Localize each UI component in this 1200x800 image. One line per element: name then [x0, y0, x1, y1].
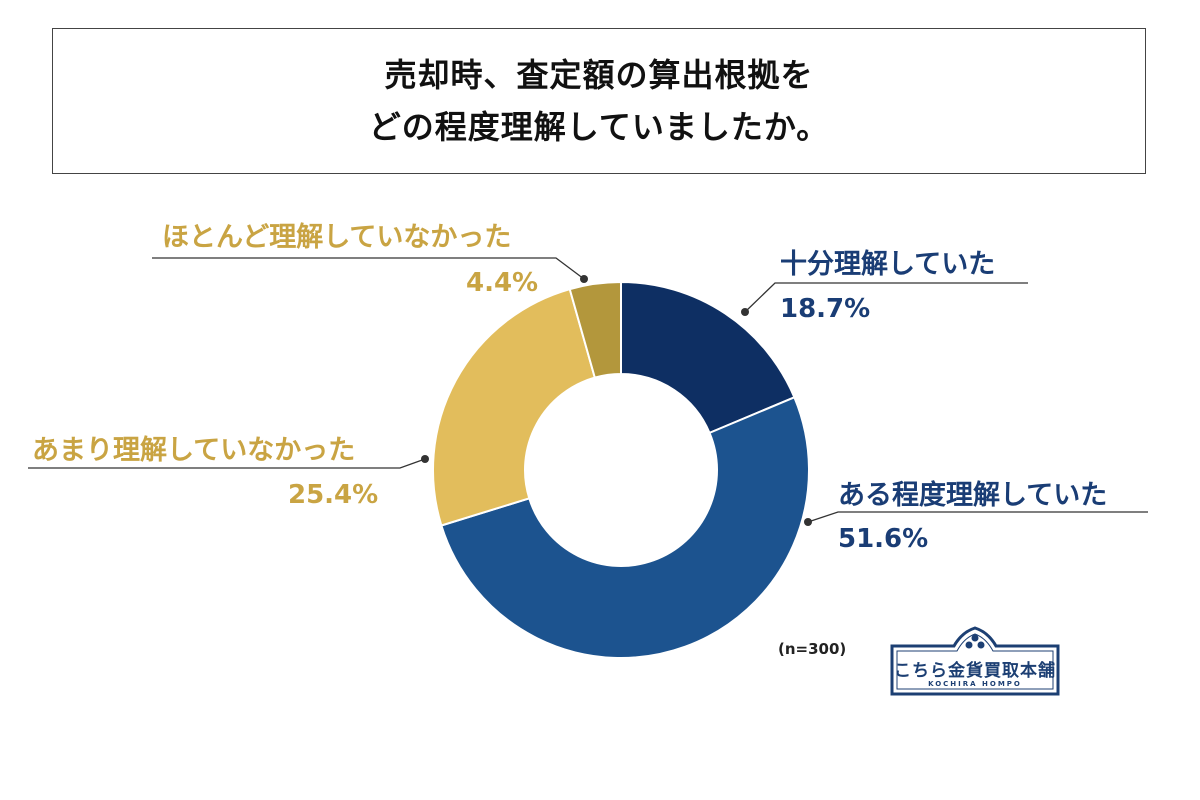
chart-title-line-1: 売却時、査定額の算出根拠を: [384, 56, 814, 94]
sample-size-note: (n=300): [778, 640, 847, 658]
label-slice-2-value: 51.6%: [838, 524, 929, 554]
label-slice-1-value: 18.7%: [780, 294, 871, 324]
leader-dot-3: [421, 455, 429, 463]
donut-slice-3: [432, 287, 597, 527]
leader-line-3: [28, 458, 426, 469]
label-slice-3-name: あまり理解していなかった: [32, 435, 356, 466]
leader-dot-2: [804, 518, 812, 526]
label-slice-4-name: ほとんど理解していなかった: [162, 222, 512, 253]
leader-dot-4: [580, 275, 588, 283]
label-slice-4-value: 4.4%: [466, 268, 539, 298]
leader-dot-1: [741, 308, 749, 316]
company-logo: こちら金貨買取本舗 KOCHIRA HOMPO: [884, 612, 1066, 700]
donut-slice-4: [568, 280, 622, 379]
chart-title-box: 売却時、査定額の算出根拠を どの程度理解していましたか。: [52, 28, 1146, 174]
logo-subtitle: KOCHIRA HOMPO: [928, 680, 1022, 688]
logo-name: こちら金貨買取本舗: [894, 661, 1056, 681]
leader-line-2: [807, 511, 1148, 523]
donut-slice-1: [620, 280, 796, 435]
chart-title-line-2: どの程度理解していましたか。: [368, 108, 830, 146]
label-slice-2-name: ある程度理解していた: [838, 480, 1108, 511]
label-slice-1-name: 十分理解していた: [780, 249, 996, 280]
logo-badge-icon: [890, 626, 1060, 696]
label-slice-3-value: 25.4%: [288, 480, 379, 510]
leader-line-1: [744, 282, 1028, 313]
leader-line-4: [152, 257, 585, 280]
donut-slice-2: [440, 395, 810, 659]
